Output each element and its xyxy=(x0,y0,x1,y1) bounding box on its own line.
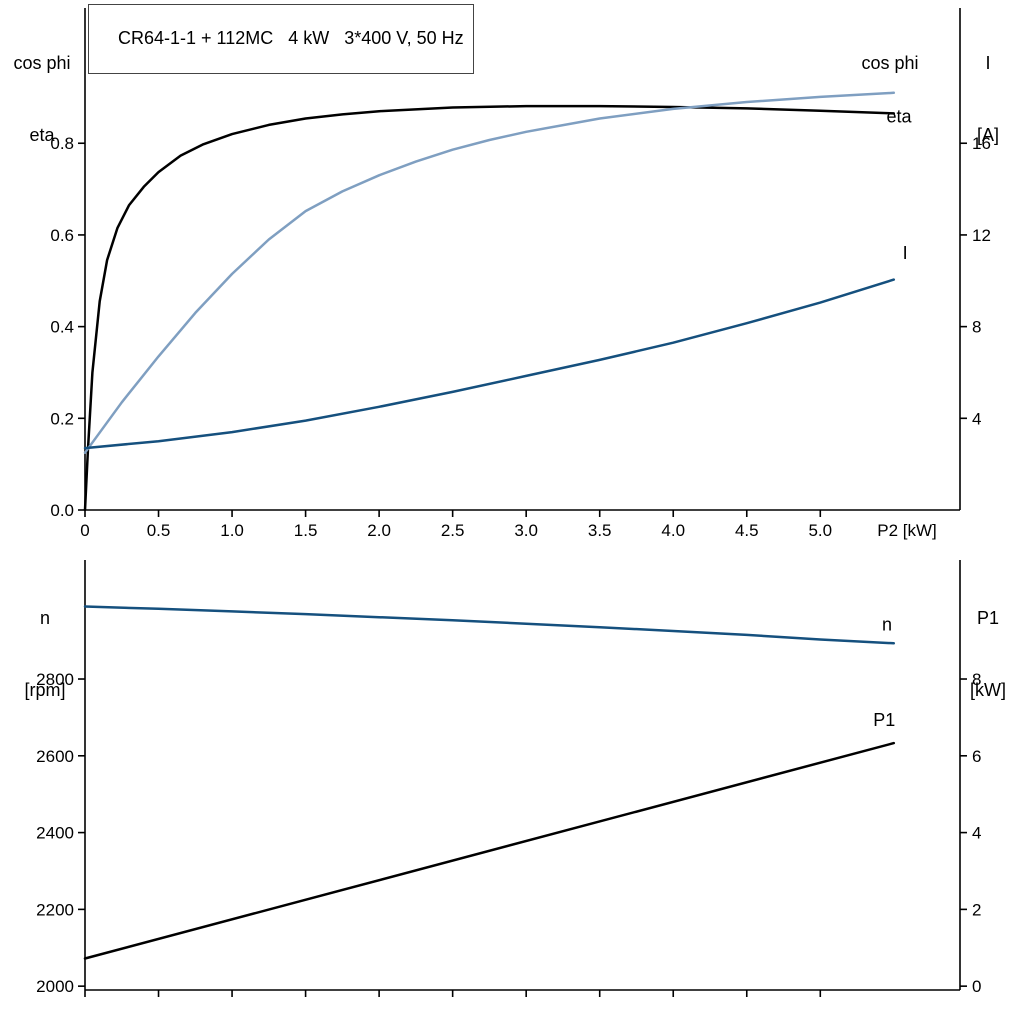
series-label-cos-phi: cos phi xyxy=(861,53,918,73)
left-tick-label: 2000 xyxy=(36,977,74,996)
x-tick-label: 3.5 xyxy=(588,521,612,540)
x-tick-label: 1.5 xyxy=(294,521,318,540)
p1-axis-unit: [kW] xyxy=(970,680,1006,700)
right-tick-label: 0 xyxy=(972,977,981,996)
p1-axis-label: P1 xyxy=(976,608,1000,628)
left-tick-label: 0.6 xyxy=(50,226,74,245)
left-tick-label: 0.2 xyxy=(50,409,74,428)
bottom-left-axis-title: n [rpm] xyxy=(4,558,86,750)
series-line-I xyxy=(83,278,896,450)
series-line-P1 xyxy=(83,741,896,960)
right-tick-label: 6 xyxy=(972,747,981,766)
x-tick-label: 3.0 xyxy=(514,521,538,540)
chart-title: CR64-1-1 + 112MC 4 kW 3*400 V, 50 Hz xyxy=(118,28,464,48)
x-tick-label: 1.0 xyxy=(220,521,244,540)
right-tick-label: 4 xyxy=(972,409,981,428)
x-tick-label: 5.0 xyxy=(808,521,832,540)
left-tick-label: 0.4 xyxy=(50,318,74,337)
x-tick-label: 4.0 xyxy=(661,521,685,540)
series-line-n xyxy=(83,605,896,645)
series-label-n: n xyxy=(882,614,892,634)
right-tick-label: 8 xyxy=(972,318,981,337)
right-tick-label: 12 xyxy=(972,226,991,245)
current-axis-unit: [A] xyxy=(976,125,999,145)
series-line-eta xyxy=(83,104,896,512)
x-tick-label: 0.5 xyxy=(147,521,171,540)
left-tick-label: 2200 xyxy=(36,900,74,919)
speed-axis-unit: [rpm] xyxy=(24,680,66,700)
x-axis-title: P2 [kW] xyxy=(877,521,937,540)
right-tick-label: 8 xyxy=(972,670,981,689)
chart-title-box: CR64-1-1 + 112MC 4 kW 3*400 V, 50 Hz xyxy=(88,4,474,74)
left-tick-label: 2600 xyxy=(36,747,74,766)
series-line-cos-phi xyxy=(83,91,896,454)
series-label-P1: P1 xyxy=(873,710,895,730)
x-tick-label: 4.5 xyxy=(735,521,759,540)
left-tick-label: 0.0 xyxy=(50,501,74,520)
cosphi-axis-label: cos phi xyxy=(13,53,71,73)
x-tick-label: 2.5 xyxy=(441,521,465,540)
left-tick-label: 2800 xyxy=(36,670,74,689)
eta-axis-label: eta xyxy=(29,125,55,145)
right-tick-label: 16 xyxy=(972,134,991,153)
series-label-I: I xyxy=(903,243,908,263)
left-tick-label: 0.8 xyxy=(50,134,74,153)
left-tick-label: 2400 xyxy=(36,824,74,843)
top-left-axis-title: cos phi eta xyxy=(0,3,84,195)
right-tick-label: 4 xyxy=(972,824,981,843)
x-tick-label: 0 xyxy=(80,521,89,540)
right-tick-label: 2 xyxy=(972,900,981,919)
current-axis-label: I xyxy=(985,53,991,73)
top-right-axis-title: I [A] xyxy=(962,3,1014,195)
bottom-right-axis-title: P1 [kW] xyxy=(958,558,1018,750)
series-label-eta: eta xyxy=(886,107,912,127)
x-tick-label: 2.0 xyxy=(367,521,391,540)
speed-axis-label: n xyxy=(39,608,50,628)
